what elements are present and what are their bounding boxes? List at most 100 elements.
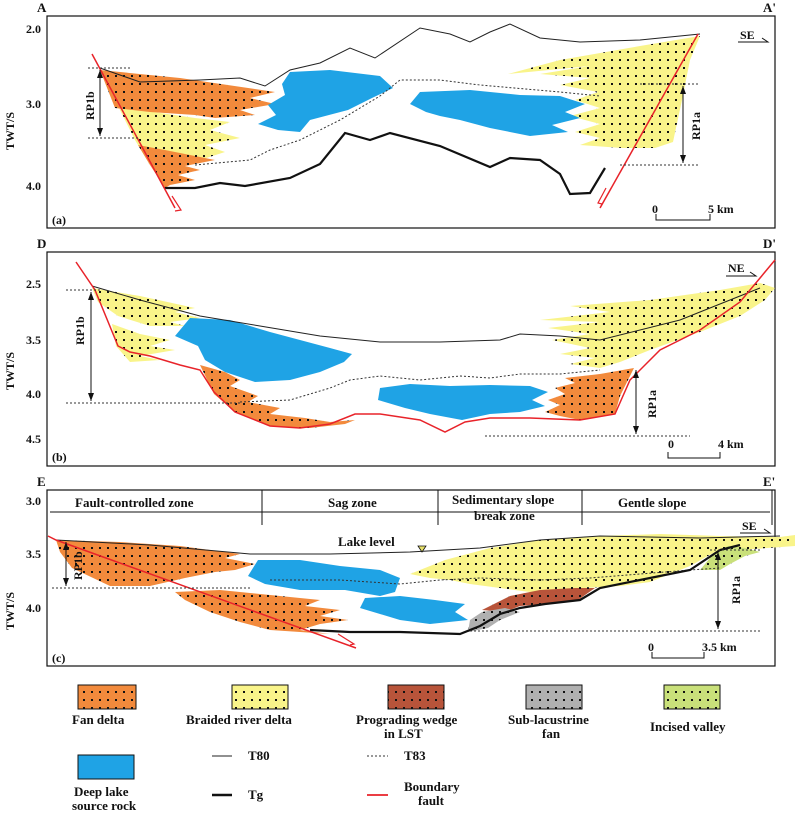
panel-b-fan-left — [200, 365, 355, 428]
panel-b-tick-2: 3.5 — [26, 333, 41, 347]
panel-c-t80 — [55, 535, 781, 555]
panel-b-rp1a-label: RP1a — [645, 390, 659, 418]
panel-c-source-rock-lower — [360, 596, 468, 624]
legend-braided-swatch — [231, 684, 289, 710]
panel-c-lake-level-marker — [417, 545, 427, 553]
panel-b-letter-left: D — [37, 236, 46, 251]
legend: Fan delta Braided river delta Prograding… — [72, 684, 726, 813]
panel-b-source-rock-upper — [175, 318, 352, 382]
legend-sub-fan-label-1: Sub-lacustrine — [508, 712, 589, 727]
panel-b-source-rock-lower — [378, 384, 548, 420]
legend-incised-label: Incised valley — [650, 719, 726, 734]
panel-a-tick-2: 3.0 — [26, 97, 41, 111]
panel-a-source-rock-left — [258, 70, 393, 132]
panel-c-fan-lower — [175, 590, 348, 634]
panel-c-rp1a-arrowhead-bottom — [715, 621, 721, 629]
panel-a-direction: SE — [740, 28, 755, 42]
panel-a-frame — [46, 15, 776, 229]
panel-c-y-title: TWT/S — [3, 592, 17, 630]
legend-t80-label: T80 — [248, 748, 270, 763]
panel-b-t80 — [91, 285, 761, 343]
panel-c-tg — [309, 543, 741, 636]
panel-a-scale-zero: 0 — [652, 202, 658, 216]
panel-a-letter-left: A — [37, 0, 47, 15]
legend-braided-label: Braided river delta — [186, 712, 292, 727]
panel-c-source-rock-upper — [248, 560, 400, 596]
panel-b-fault — [75, 259, 776, 433]
panel-b-rp1a-arrowhead-bottom — [633, 426, 639, 434]
panel-a-y-title: TWT/S — [3, 112, 17, 150]
panel-c-letter-right: E' — [763, 474, 775, 489]
legend-incised-swatch — [663, 684, 721, 710]
panel-b-direction: NE — [728, 261, 745, 275]
panel-c: E E' 3.0 3.5 4.0 TWT/S Fault-controlled … — [3, 474, 795, 667]
panel-c-label: (c) — [52, 651, 65, 665]
panel-c-tick-1: 3.0 — [26, 494, 41, 508]
panel-b-rp1b-label: RP1b — [73, 316, 87, 345]
panel-a-fault-left — [91, 53, 176, 209]
panel-b-label: (b) — [52, 450, 67, 464]
legend-fault-label-1: Boundary — [404, 779, 460, 794]
panel-c-fan-upper — [56, 540, 255, 586]
panel-c-zone-slope-1: Sedimentary slope — [452, 492, 554, 507]
panel-c-lake-level-label: Lake level — [338, 534, 395, 549]
panel-a: A A' 2.0 3.0 4.0 TWT/S RP1b — [3, 0, 776, 229]
panel-c-tick-3: 4.0 — [26, 601, 41, 615]
panel-c-braided — [410, 534, 795, 592]
panel-b-direction-arrow — [726, 271, 758, 277]
panel-b-braided-left-lower — [112, 324, 175, 362]
panel-a-braided-right — [508, 36, 700, 148]
panel-c-rp1b-arrowhead-bottom — [63, 578, 69, 586]
legend-fault-label-2: fault — [418, 793, 445, 808]
panel-b-scale-zero: 0 — [668, 437, 674, 451]
panel-c-fault-arrow — [337, 633, 356, 646]
panel-b-frame — [46, 251, 776, 467]
panel-c-rp1a-label: RP1a — [729, 576, 743, 604]
panel-c-t83 — [270, 567, 721, 585]
panel-a-scale-value: 5 km — [708, 202, 734, 216]
panel-a-direction-arrow — [738, 37, 770, 43]
panel-a-label: (a) — [52, 213, 66, 227]
legend-prograding-swatch — [387, 684, 445, 710]
panel-b-y-title: TWT/S — [3, 352, 17, 390]
panel-c-frame — [46, 489, 776, 667]
panel-c-zone-slope-2: break zone — [474, 508, 535, 523]
panel-b: D D' 2.5 3.5 4.0 4.5 TWT/S RP1b RP1a NE — [3, 236, 776, 467]
panel-a-tg — [165, 131, 606, 196]
panel-a-rp1b-arrowhead-top — [97, 70, 103, 78]
legend-source-rock-label-2: source rock — [72, 798, 137, 813]
panel-a-letter-right: A' — [763, 0, 776, 15]
panel-c-scale-zero: 0 — [648, 640, 654, 654]
panel-a-t83 — [194, 79, 601, 166]
panel-a-tick-3: 4.0 — [26, 179, 41, 193]
panel-a-rp1b-label: RP1b — [83, 91, 97, 120]
panel-a-rp1a-arrowhead-top — [680, 86, 686, 94]
panel-b-tick-3: 4.0 — [26, 387, 41, 401]
panel-b-t83 — [239, 369, 601, 403]
panel-c-zone-sag: Sag zone — [328, 495, 377, 510]
panel-b-tick-4: 4.5 — [26, 432, 41, 446]
panel-a-rp1a-label: RP1a — [689, 112, 703, 140]
panel-b-scale-value: 4 km — [718, 437, 744, 451]
panel-c-fault — [47, 535, 357, 649]
panel-c-rp1b-label: RP1b — [71, 551, 85, 580]
legend-fan-delta-label: Fan delta — [72, 712, 125, 727]
panel-a-fault-right — [599, 33, 699, 209]
legend-source-rock-label-1: Deep lake — [74, 784, 129, 799]
legend-prograding-label-2: in LST — [384, 726, 423, 741]
legend-prograding-label-1: Prograding wedge — [356, 712, 457, 727]
panel-b-fan-right — [545, 368, 634, 420]
legend-tg-label: Tg — [248, 787, 264, 802]
panel-c-zone-fault: Fault-controlled zone — [75, 495, 194, 510]
legend-sub-fan-swatch — [525, 684, 583, 710]
panel-c-prograding — [482, 588, 595, 612]
panel-b-rp1b-arrowhead-bottom — [88, 393, 94, 401]
panel-a-scale-bar — [655, 214, 711, 221]
panel-a-fault-left-arrow — [171, 195, 182, 212]
panel-c-incised — [700, 546, 760, 570]
panel-c-rp1a-arrowhead-top — [715, 552, 721, 560]
panel-b-rp1a-arrowhead-top — [633, 370, 639, 378]
legend-sub-fan-label-2: fan — [542, 726, 561, 741]
panel-a-source-rock-right — [410, 90, 585, 136]
legend-t83-label: T83 — [404, 748, 426, 763]
